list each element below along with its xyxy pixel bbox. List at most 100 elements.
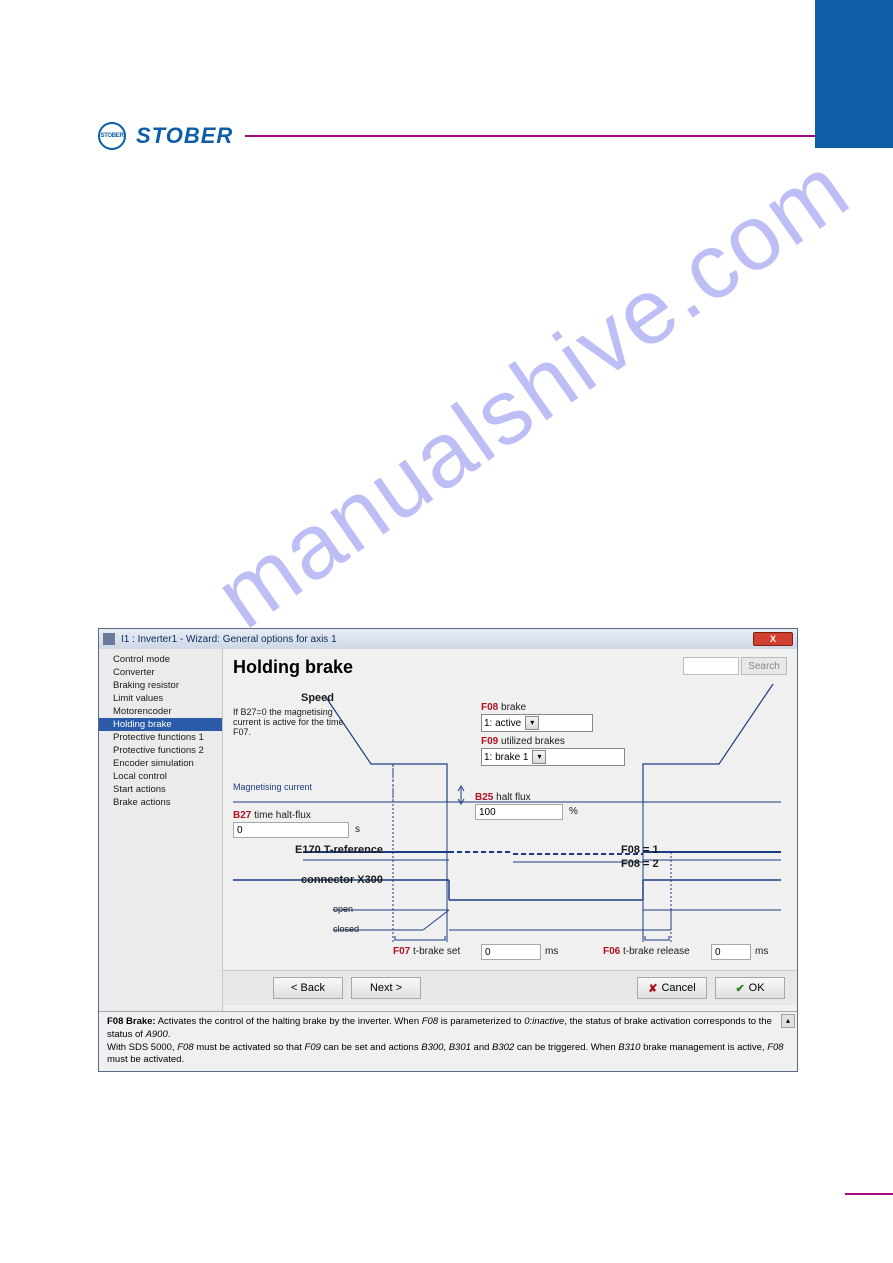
f08eq1-label: F08 = 1 <box>621 844 659 856</box>
sidebar-item-motorencoder[interactable]: Motorencoder <box>99 705 222 718</box>
b25-label: halt flux <box>496 792 530 803</box>
window-icon <box>103 633 115 645</box>
ok-label: OK <box>749 982 765 994</box>
logo-row: STOBER STOBER <box>98 122 893 150</box>
sidebar-item-protective-1[interactable]: Protective functions 1 <box>99 731 222 744</box>
f06-row: F06 t-brake release <box>603 946 690 957</box>
watermark: manualshive.com <box>197 136 868 650</box>
sidebar-item-encoder-sim[interactable]: Encoder simulation <box>99 757 222 770</box>
stober-logo-text: STOBER <box>136 123 233 149</box>
sb-i9: B310 <box>618 1042 640 1053</box>
sb-t9: and <box>471 1042 492 1053</box>
sidebar-item-protective-2[interactable]: Protective functions 2 <box>99 744 222 757</box>
sidebar-item-control-mode[interactable]: Control mode <box>99 653 222 666</box>
b27-unit: s <box>355 824 360 835</box>
scroll-up-icon[interactable]: ▴ <box>781 1014 795 1028</box>
sb-t7: can be set and actions <box>321 1042 421 1053</box>
sidebar-item-start-actions[interactable]: Start actions <box>99 783 222 796</box>
sb-t4: . <box>168 1029 171 1040</box>
sb-t5: With SDS 5000, <box>107 1042 177 1053</box>
sidebar-item-local-control[interactable]: Local control <box>99 770 222 783</box>
search-box: Search <box>683 657 787 675</box>
sb-i1: F08 <box>422 1016 438 1027</box>
search-button[interactable]: Search <box>741 657 787 675</box>
chevron-down-icon: ▾ <box>525 716 539 730</box>
timing-diagram: Speed If B27=0 the magnetising current i… <box>233 684 781 954</box>
ok-icon: ✔ <box>735 982 744 995</box>
sb-t10: can be triggered. When <box>514 1042 618 1053</box>
sb-i7: B301 <box>449 1042 471 1053</box>
e170-label: E170 T-reference <box>295 844 383 856</box>
sb-t1: Activates the control of the halting bra… <box>156 1016 422 1027</box>
f07-label: t-brake set <box>413 946 460 957</box>
b25-input[interactable] <box>475 804 563 820</box>
b27-row: B27 time halt-flux <box>233 810 311 821</box>
chevron-down-icon: ▾ <box>532 750 546 764</box>
cancel-icon: ✘ <box>648 982 657 995</box>
f08-label: brake <box>501 702 526 713</box>
sb-i2: 0:inactive <box>524 1016 564 1027</box>
sb-i3: A900 <box>146 1029 168 1040</box>
b27-label: time halt-flux <box>254 810 311 821</box>
wizard-window: I1 : Inverter1 - Wizard: General options… <box>98 628 798 1072</box>
sb-i6: B300 <box>421 1042 443 1053</box>
b27-note: If B27=0 the magnetising current is acti… <box>233 708 363 738</box>
sb-t12: must be activated. <box>107 1054 184 1065</box>
sidebar-item-converter[interactable]: Converter <box>99 666 222 679</box>
sidebar-item-brake-actions[interactable]: Brake actions <box>99 796 222 809</box>
status-bar: ▴ F08 Brake: Activates the control of th… <box>99 1011 797 1071</box>
f06-param: F06 <box>603 946 620 957</box>
f08-param: F08 <box>481 702 498 713</box>
f06-unit: ms <box>755 946 768 957</box>
b27-input[interactable] <box>233 822 349 838</box>
sb-i5: F09 <box>305 1042 321 1053</box>
sb-t6: must be activated so that <box>194 1042 305 1053</box>
f08eq2-label: F08 = 2 <box>621 858 659 870</box>
f08-dropdown[interactable]: 1: active ▾ <box>481 714 593 732</box>
f07-unit: ms <box>545 946 558 957</box>
sb-i4: F08 <box>177 1042 193 1053</box>
sidebar-item-holding-brake[interactable]: Holding brake <box>99 718 222 731</box>
window-title: I1 : Inverter1 - Wizard: General options… <box>121 634 337 645</box>
mag-current-label: Magnetising current <box>233 782 312 792</box>
f06-label: t-brake release <box>623 946 690 957</box>
b25-row: B25 halt flux <box>475 792 531 803</box>
f06-input[interactable] <box>711 944 751 960</box>
closed-label: closed <box>333 924 359 934</box>
footer-rule <box>845 1193 893 1195</box>
b25-unit: % <box>569 806 578 817</box>
speed-label: Speed <box>301 692 334 704</box>
titlebar: I1 : Inverter1 - Wizard: General options… <box>99 629 797 649</box>
close-button[interactable]: X <box>753 632 793 646</box>
sidebar-item-braking-resistor[interactable]: Braking resistor <box>99 679 222 692</box>
cancel-label: Cancel <box>661 982 695 994</box>
f07-param: F07 <box>393 946 410 957</box>
sidebar-item-limit-values[interactable]: Limit values <box>99 692 222 705</box>
open-label: open <box>333 904 353 914</box>
stober-logo-icon: STOBER <box>98 122 126 150</box>
b27-param: B27 <box>233 810 251 821</box>
next-button[interactable]: Next > <box>351 977 421 999</box>
f07-row: F07 t-brake set <box>393 946 460 957</box>
f09-param: F09 <box>481 736 498 747</box>
sidebar: Control mode Converter Braking resistor … <box>99 649 223 1011</box>
f09-dropdown[interactable]: 1: brake 1 ▾ <box>481 748 625 766</box>
f08-value: 1: active <box>484 718 521 729</box>
ok-button[interactable]: ✔ OK <box>715 977 785 999</box>
b25-param: B25 <box>475 792 493 803</box>
sb-t11: brake management is active, <box>640 1042 767 1053</box>
sb-i10: F08 <box>767 1042 783 1053</box>
f07-input[interactable] <box>481 944 541 960</box>
main-panel: Holding brake Search <box>223 649 797 1011</box>
back-button[interactable]: < Back <box>273 977 343 999</box>
header-rule <box>245 135 815 137</box>
f09-label: utilized brakes <box>501 736 565 747</box>
f09-value: 1: brake 1 <box>484 752 528 763</box>
search-input[interactable] <box>683 657 739 675</box>
connector-label: connector X300 <box>301 874 383 886</box>
sb-i8: B302 <box>492 1042 514 1053</box>
sb-t2: is parameterized to <box>438 1016 524 1027</box>
sb-f08-brake: F08 Brake: <box>107 1016 156 1027</box>
f09-row: F09 utilized brakes <box>481 736 565 747</box>
cancel-button[interactable]: ✘ Cancel <box>637 977 707 999</box>
